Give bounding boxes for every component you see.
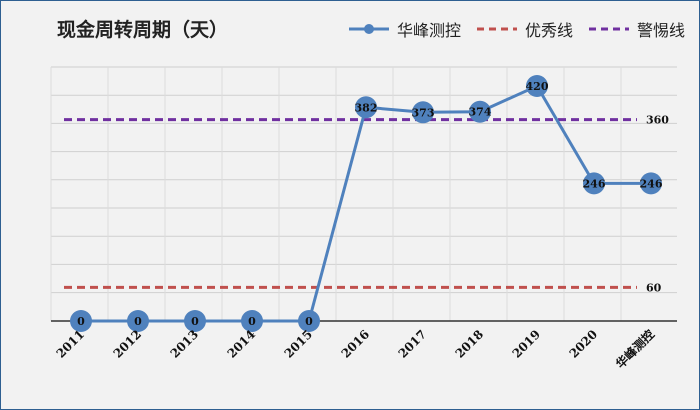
legend-item-main: 华峰测控 [347, 17, 461, 41]
data-point-4 [298, 310, 320, 332]
data-label-1: 0 [134, 315, 142, 328]
data-point-2 [184, 310, 206, 332]
data-label-7: 374 [469, 106, 492, 119]
data-point-5 [355, 96, 377, 119]
legend-swatch-warning [588, 27, 629, 31]
legend-swatch-main [348, 24, 389, 34]
data-point-3 [241, 310, 263, 332]
x-tick-label-3: 2014 [225, 327, 259, 361]
data-point-10 [640, 172, 662, 195]
x-tick-label-10: 华峰测控 [613, 327, 658, 372]
data-point-1 [127, 310, 149, 332]
data-label-8: 420 [526, 80, 549, 93]
data-point-8 [526, 75, 548, 97]
series-line [81, 84, 651, 323]
data-label-0: 0 [77, 315, 85, 328]
refline-label-1: 360 [646, 114, 669, 127]
x-tick-label-4: 2015 [282, 327, 316, 361]
x-tick-label-8: 2019 [510, 327, 544, 361]
data-label-5: 382 [355, 101, 378, 114]
data-point-6 [412, 101, 434, 124]
legend: 华峰测控 优秀线 警惕线 [347, 17, 685, 41]
legend-label-warning: 警惕线 [636, 21, 685, 40]
chart-title: 现金周转周期（天） [57, 19, 229, 41]
x-tick-label-0: 2011 [54, 327, 88, 361]
x-tick-label-1: 2012 [111, 327, 145, 361]
data-label-4: 0 [305, 315, 313, 328]
legend-swatch-excellent [476, 27, 517, 31]
data-label-3: 0 [248, 315, 256, 328]
x-tick-label-5: 2016 [339, 327, 373, 361]
data-point-7 [469, 100, 491, 123]
refline-label-0: 60 [646, 281, 662, 294]
data-label-10: 246 [640, 177, 663, 190]
data-label-2: 0 [191, 315, 199, 328]
x-tick-label-6: 2017 [396, 327, 430, 361]
x-tick-label-7: 2018 [453, 327, 487, 361]
legend-item-warning: 警惕线 [587, 17, 685, 41]
data-point-9 [583, 172, 605, 195]
data-label-9: 246 [583, 177, 606, 190]
x-tick-label-2: 2013 [168, 327, 202, 361]
x-tick-label-9: 2020 [567, 327, 601, 361]
data-point-0 [70, 310, 92, 332]
legend-item-excellent: 优秀线 [475, 17, 573, 41]
legend-label-main: 华峰测控 [396, 21, 461, 40]
data-label-6: 373 [412, 106, 435, 119]
legend-label-excellent: 优秀线 [524, 21, 573, 40]
